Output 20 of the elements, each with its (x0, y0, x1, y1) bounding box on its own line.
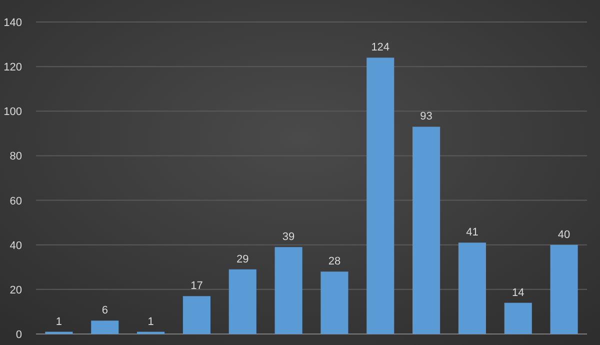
y-tick-label: 100 (4, 106, 22, 118)
data-label: 40 (558, 228, 570, 241)
data-label: 14 (512, 286, 524, 299)
y-tick-label: 80 (10, 150, 22, 163)
y-tick-label: 120 (4, 62, 22, 74)
data-label: 41 (466, 226, 478, 239)
data-label: 39 (282, 231, 295, 244)
data-label: 6 (102, 304, 108, 317)
data-label: 1 (148, 316, 154, 328)
y-tick-label: 20 (10, 284, 22, 296)
y-tick-label: 40 (10, 240, 22, 252)
y-tick-label: 60 (10, 195, 22, 208)
data-label: 17 (190, 280, 203, 292)
y-tick-label: 0 (16, 329, 22, 341)
data-label: 1 (56, 316, 62, 328)
data-label: 29 (236, 253, 249, 266)
data-label: 93 (420, 110, 432, 123)
data-label: 124 (371, 42, 390, 54)
y-tick-label: 140 (4, 17, 22, 29)
data-label: 28 (328, 256, 341, 268)
